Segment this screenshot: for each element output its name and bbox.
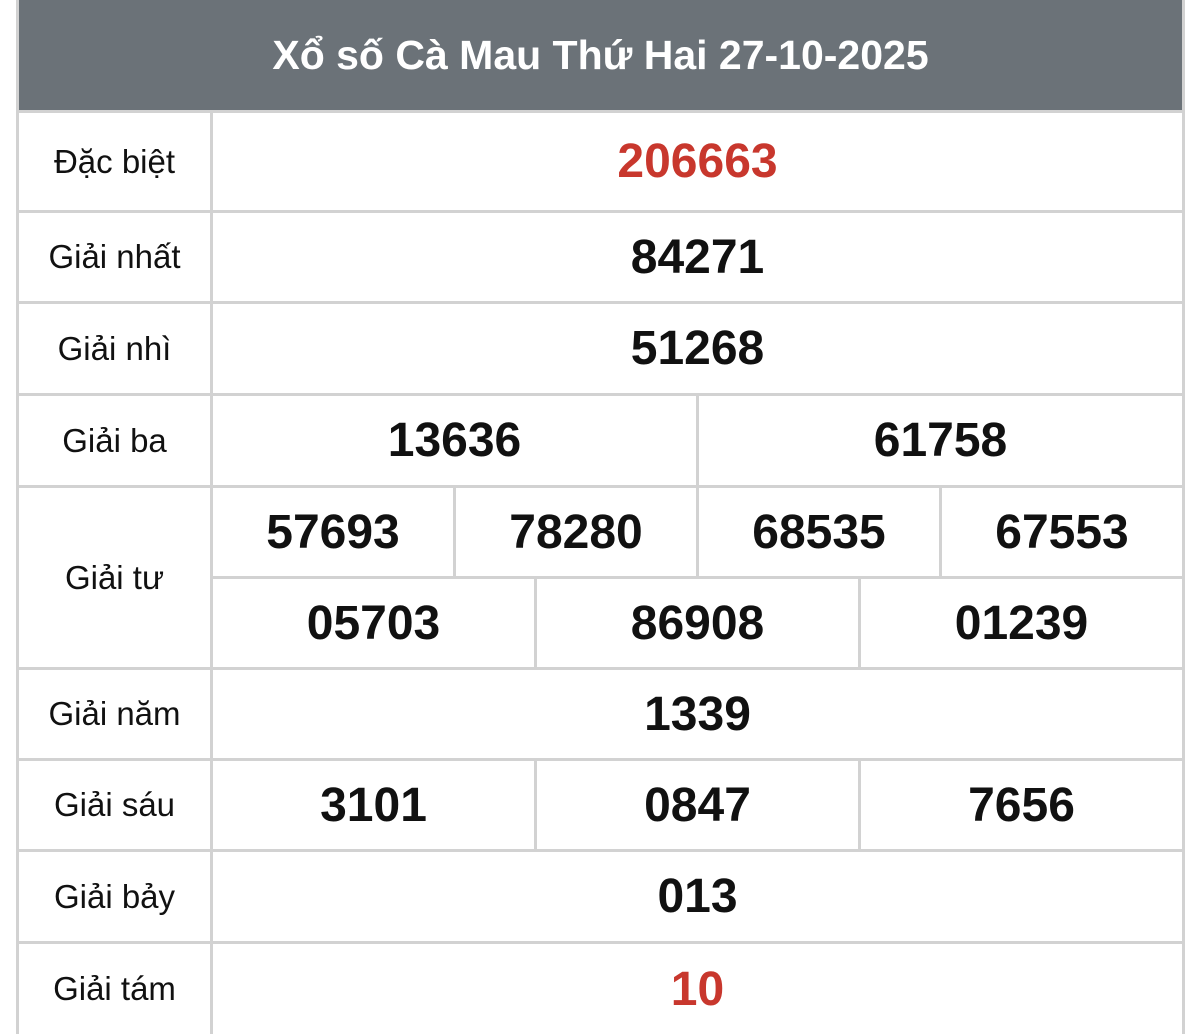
prize-number: 1339 <box>644 687 751 741</box>
prize-row: Giải nhất 84271 <box>19 210 1182 301</box>
prize-number: 78280 <box>453 488 696 576</box>
prize-numbers: 51268 <box>213 304 1182 393</box>
prize-number: 10 <box>670 962 725 1016</box>
prize-number: 3101 <box>320 778 427 832</box>
prize-numbers: 013 <box>213 852 1182 941</box>
prize-number: 67553 <box>939 488 1182 576</box>
prize-label: Giải bảy <box>19 852 213 941</box>
prize-label: Giải tám <box>19 944 213 1034</box>
prize-row: Giải bảy 013 <box>19 849 1182 941</box>
number-row: 51268 <box>213 304 1182 393</box>
prize-label: Đặc biệt <box>19 113 213 210</box>
number-row: 013 <box>213 852 1182 941</box>
prize-row: Giải tư 57693 78280 68535 67553 05703 86908 012… <box>19 485 1182 667</box>
prize-numbers: 3101 0847 7656 <box>213 761 1182 849</box>
prize-number: 51268 <box>630 322 765 375</box>
prize-number: 84271 <box>630 230 765 284</box>
number-row: 10 <box>213 944 1182 1034</box>
prize-number: 68535 <box>696 488 939 576</box>
prize-label: Giải nhì <box>19 304 213 393</box>
number-row: 57693 78280 68535 67553 <box>213 488 1182 576</box>
prize-number: 206663 <box>617 135 778 188</box>
number-row: 84271 <box>213 213 1182 301</box>
prize-row: Giải tám 10 <box>19 941 1182 1034</box>
prize-numbers: 84271 <box>213 213 1182 301</box>
prize-label: Giải sáu <box>19 761 213 849</box>
prize-number: 13636 <box>387 414 522 467</box>
prize-label: Giải năm <box>19 670 213 758</box>
prize-row: Giải ba 13636 61758 <box>19 393 1182 485</box>
prize-numbers: 1339 <box>213 670 1182 758</box>
prize-number: 05703 <box>306 596 441 650</box>
number-row: 13636 61758 <box>213 396 1182 485</box>
prize-numbers: 10 <box>213 944 1182 1034</box>
prize-label: Giải ba <box>19 396 213 485</box>
prize-row: Giải năm 1339 <box>19 667 1182 758</box>
prize-row: Đặc biệt 206663 <box>19 110 1182 210</box>
prize-label: Giải nhất <box>19 213 213 301</box>
prize-row: Giải nhì 51268 <box>19 301 1182 393</box>
prize-number: 01239 <box>858 579 1182 667</box>
table-title: Xổ số Cà Mau Thứ Hai 27-10-2025 <box>19 0 1182 110</box>
prize-numbers: 206663 <box>213 113 1182 210</box>
number-row: 05703 86908 01239 <box>213 576 1182 667</box>
number-row: 1339 <box>213 670 1182 758</box>
number-row: 3101 0847 7656 <box>213 761 1182 849</box>
number-row: 206663 <box>213 113 1182 210</box>
results-table: Xổ số Cà Mau Thứ Hai 27-10-2025 Đặc biệt… <box>16 0 1185 1034</box>
prize-number: 0847 <box>534 761 858 849</box>
prize-numbers: 13636 61758 <box>213 396 1182 485</box>
prize-label: Giải tư <box>19 488 213 667</box>
prize-row: Giải sáu 3101 0847 7656 <box>19 758 1182 849</box>
prize-number: 57693 <box>266 505 400 559</box>
prize-number: 61758 <box>696 396 1182 485</box>
prize-number: 013 <box>657 870 738 923</box>
prize-numbers: 57693 78280 68535 67553 05703 86908 01239 <box>213 488 1182 667</box>
prize-number: 86908 <box>534 579 858 667</box>
prize-number: 7656 <box>858 761 1182 849</box>
